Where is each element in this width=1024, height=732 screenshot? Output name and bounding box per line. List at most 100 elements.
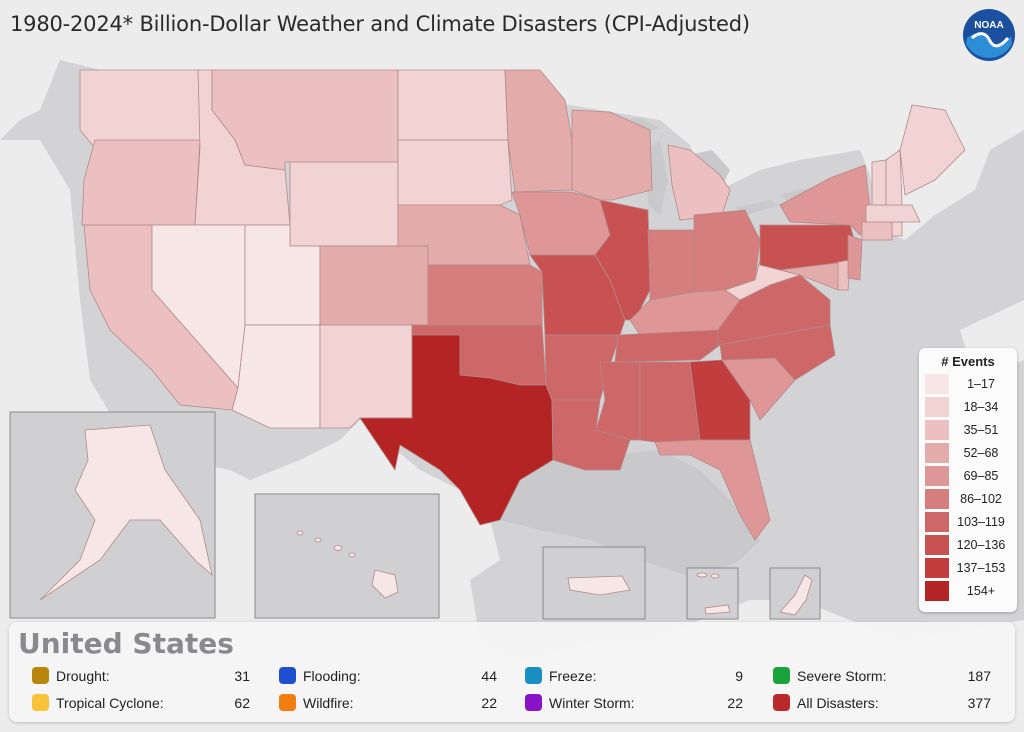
stat-label: Wildfire: bbox=[303, 695, 354, 711]
legend-swatch bbox=[925, 443, 949, 463]
legend-title: # Events bbox=[941, 354, 995, 369]
gulf-of-mexico bbox=[470, 450, 760, 580]
state-TX bbox=[359, 334, 554, 526]
state-AL bbox=[639, 361, 701, 443]
stat-label: All Disasters: bbox=[797, 695, 879, 711]
severe-storm-swatch bbox=[773, 667, 790, 684]
legend-label: 1–17 bbox=[967, 377, 995, 391]
legend-swatch bbox=[925, 374, 949, 394]
legend-swatch bbox=[925, 466, 949, 486]
legend-swatch bbox=[925, 512, 949, 532]
legend-row: 154+ bbox=[925, 581, 1013, 601]
state-GA bbox=[689, 359, 751, 441]
stat-tropical-cyclone[interactable]: Tropical Cyclone: 62 bbox=[32, 693, 250, 713]
stat-all-disasters[interactable]: All Disasters: 377 bbox=[773, 693, 991, 713]
state-NC bbox=[717, 324, 836, 381]
legend-row: 52–68 bbox=[925, 443, 1013, 463]
legend-label: 137–153 bbox=[956, 561, 1006, 575]
state-LA bbox=[551, 399, 631, 471]
legend-swatch bbox=[925, 420, 949, 440]
stat-count: 22 bbox=[481, 695, 497, 711]
legend-label: 154+ bbox=[966, 584, 996, 598]
state-OR bbox=[81, 139, 201, 226]
legend-row: 35–51 bbox=[925, 420, 1013, 440]
legend-label: 52–68 bbox=[963, 446, 999, 460]
state-WI bbox=[571, 109, 653, 201]
state-KS bbox=[427, 264, 543, 326]
legend-label: 35–51 bbox=[963, 423, 999, 437]
tropical-cyclone-swatch bbox=[32, 694, 49, 711]
state-FL bbox=[654, 439, 771, 541]
legend: # Events 1–17 18–34 35–51 52–68 69–85 86… bbox=[919, 348, 1017, 612]
state-OH bbox=[693, 209, 761, 293]
state-SD bbox=[397, 139, 513, 206]
inset-puerto-rico[interactable] bbox=[542, 546, 646, 620]
state-GU bbox=[779, 574, 813, 616]
state-layer bbox=[79, 69, 966, 541]
state-DE bbox=[837, 259, 851, 291]
stat-label: Severe Storm: bbox=[797, 668, 887, 684]
legend-swatch bbox=[925, 489, 949, 509]
inset-guam[interactable] bbox=[769, 567, 821, 620]
legend-row: 137–153 bbox=[925, 558, 1013, 578]
legend-label: 120–136 bbox=[956, 538, 1006, 552]
region-name: United States bbox=[18, 627, 234, 660]
drought-swatch bbox=[32, 667, 49, 684]
inset-hawaii[interactable] bbox=[254, 493, 440, 619]
stat-freeze[interactable]: Freeze: 9 bbox=[525, 666, 743, 686]
legend-label: 18–34 bbox=[963, 400, 999, 414]
legend-label: 103–119 bbox=[957, 515, 1005, 529]
legend-label: 69–85 bbox=[963, 469, 999, 483]
state-RI bbox=[891, 221, 903, 237]
winter-storm-swatch bbox=[525, 694, 542, 711]
stat-count: 377 bbox=[967, 695, 991, 711]
stat-count: 187 bbox=[967, 668, 991, 684]
stat-count: 22 bbox=[727, 695, 743, 711]
stat-winter-storm[interactable]: Winter Storm: 22 bbox=[525, 693, 743, 713]
state-MI bbox=[667, 144, 731, 221]
stat-flooding[interactable]: Flooding: 44 bbox=[279, 666, 497, 686]
stat-label: Tropical Cyclone: bbox=[56, 695, 164, 711]
state-CO bbox=[319, 245, 429, 326]
state-WY bbox=[289, 161, 399, 247]
legend-row: 18–34 bbox=[925, 397, 1013, 417]
stat-wildfire[interactable]: Wildfire: 22 bbox=[279, 693, 497, 713]
noaa-logo-icon[interactable]: NOAA bbox=[962, 8, 1016, 62]
stat-drought[interactable]: Drought: 31 bbox=[32, 666, 250, 686]
legend-swatch bbox=[925, 397, 949, 417]
stat-count: 31 bbox=[234, 668, 250, 684]
state-NJ bbox=[847, 234, 863, 281]
legend-swatch bbox=[925, 535, 949, 555]
state-CT bbox=[861, 221, 893, 241]
flooding-swatch bbox=[279, 667, 296, 684]
legend-row: 86–102 bbox=[925, 489, 1013, 509]
state-AZ bbox=[231, 324, 321, 429]
state-TN bbox=[614, 329, 721, 363]
state-VT bbox=[871, 159, 887, 206]
state-PR bbox=[567, 575, 631, 596]
inset-virgin-islands[interactable] bbox=[686, 567, 739, 620]
freeze-swatch bbox=[525, 667, 542, 684]
stat-count: 44 bbox=[481, 668, 497, 684]
legend-label: 86–102 bbox=[960, 492, 1002, 506]
legend-swatch bbox=[925, 558, 949, 578]
state-MA bbox=[865, 204, 921, 223]
inset-alaska[interactable] bbox=[9, 411, 216, 619]
wildfire-swatch bbox=[279, 694, 296, 711]
state-NH bbox=[885, 149, 903, 206]
stat-label: Freeze: bbox=[549, 668, 597, 684]
state-IN bbox=[647, 229, 695, 301]
legend-row: 103–119 bbox=[925, 512, 1013, 532]
stat-label: Flooding: bbox=[303, 668, 361, 684]
state-AK bbox=[39, 424, 213, 601]
legend-row: 1–17 bbox=[925, 374, 1013, 394]
stat-severe-storm[interactable]: Severe Storm: 187 bbox=[773, 666, 991, 686]
state-NM bbox=[319, 324, 413, 429]
stat-label: Drought: bbox=[56, 668, 110, 684]
all-disasters-swatch bbox=[773, 694, 790, 711]
stat-count: 62 bbox=[234, 695, 250, 711]
stat-label: Winter Storm: bbox=[549, 695, 635, 711]
logo-text: NOAA bbox=[974, 20, 1003, 31]
state-WA bbox=[79, 69, 201, 149]
